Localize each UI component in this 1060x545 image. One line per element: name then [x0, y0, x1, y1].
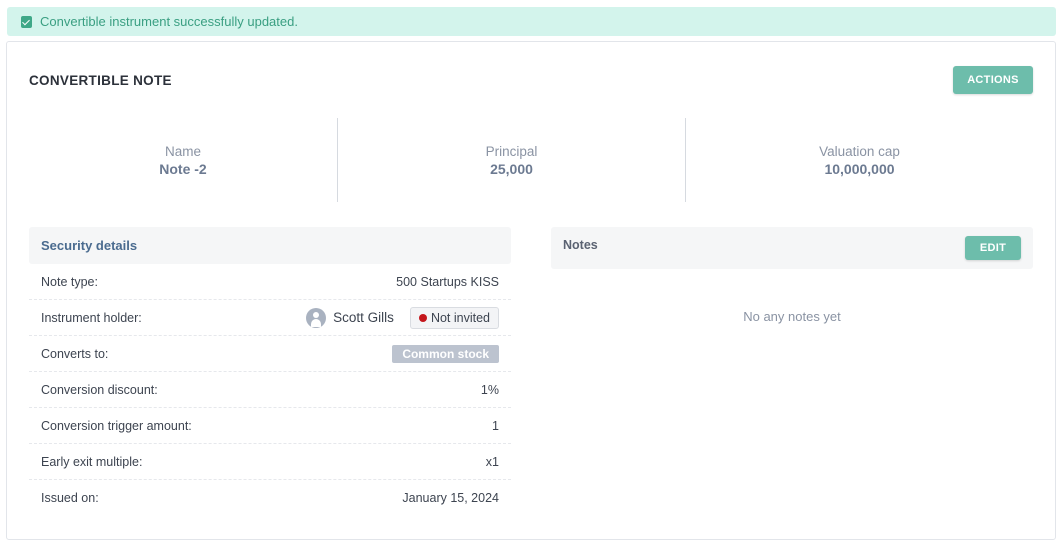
detail-label: Instrument holder:	[41, 310, 142, 325]
holder-info: Scott Gills Not invited	[306, 306, 499, 329]
stat-name: Name Note -2	[29, 118, 337, 202]
stat-label: Valuation cap	[819, 144, 900, 159]
detail-row-converts-to: Converts to: Common stock	[29, 336, 511, 372]
notes-title: Notes	[563, 238, 598, 252]
detail-row-instrument-holder: Instrument holder: Scott Gills Not invit…	[29, 300, 511, 336]
detail-value: 1	[492, 418, 499, 433]
detail-label: Issued on:	[41, 491, 99, 505]
stock-class-badge: Common stock	[392, 344, 499, 363]
detail-row-conversion-discount: Conversion discount: 1%	[29, 372, 511, 408]
check-clipboard-icon	[21, 15, 32, 28]
detail-value: January 15, 2024	[402, 491, 499, 505]
red-dot-icon	[418, 313, 427, 322]
stat-label: Principal	[485, 144, 538, 159]
stat-label: Name	[164, 144, 201, 159]
stat-principal: Principal 25,000	[338, 118, 685, 202]
notes-panel: Notes EDIT No any notes yet	[551, 227, 1033, 324]
detail-label: Conversion discount:	[41, 382, 158, 397]
convertible-note-card: CONVERTIBLE NOTE ACTIONS Name Note -2 Pr…	[6, 41, 1056, 540]
stat-valuation-cap: Valuation cap 10,000,000	[686, 118, 1033, 202]
detail-value: 1%	[480, 382, 499, 397]
user-avatar-icon	[306, 307, 327, 328]
detail-label: Early exit multiple:	[41, 454, 143, 469]
holder-name[interactable]: Scott Gills	[333, 310, 394, 325]
notes-header: Notes EDIT	[551, 227, 1033, 269]
detail-row-issued-on: Issued on: January 15, 2024	[29, 480, 511, 516]
detail-label: Converts to:	[41, 346, 109, 361]
stat-value: 10,000,000	[824, 161, 895, 177]
edit-notes-button[interactable]: EDIT	[965, 236, 1021, 260]
page-title: CONVERTIBLE NOTE	[29, 73, 172, 88]
success-alert: Convertible instrument successfully upda…	[7, 7, 1056, 36]
detail-value: 500 Startups KISS	[396, 274, 499, 289]
security-details-panel: Security details Note type: 500 Startups…	[29, 227, 511, 516]
detail-row-exit-multiple: Early exit multiple: x1	[29, 444, 511, 480]
stat-value: 25,000	[490, 161, 533, 177]
summary-stats: Name Note -2 Principal 25,000 Valuation …	[29, 118, 1033, 202]
detail-value: x1	[485, 454, 499, 469]
security-details-title: Security details	[29, 227, 511, 264]
detail-row-trigger-amount: Conversion trigger amount: 1	[29, 408, 511, 444]
actions-button[interactable]: ACTIONS	[953, 66, 1033, 94]
invite-status-text: Not invited	[430, 310, 490, 325]
invite-status-badge: Not invited	[409, 306, 499, 329]
notes-empty-state: No any notes yet	[743, 309, 841, 324]
alert-message: Convertible instrument successfully upda…	[40, 14, 298, 29]
detail-label: Note type:	[41, 274, 98, 289]
divider	[685, 118, 686, 202]
stat-value: Note -2	[159, 161, 207, 177]
detail-row-note-type: Note type: 500 Startups KISS	[29, 264, 511, 300]
detail-label: Conversion trigger amount:	[41, 418, 192, 433]
divider	[337, 118, 338, 202]
